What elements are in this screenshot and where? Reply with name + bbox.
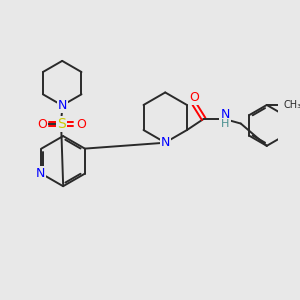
Text: N: N	[220, 108, 230, 121]
Text: N: N	[160, 136, 170, 149]
Text: O: O	[37, 118, 47, 130]
Text: CH₃: CH₃	[284, 100, 300, 110]
Text: N: N	[36, 167, 45, 180]
Text: S: S	[57, 117, 66, 131]
Text: O: O	[76, 118, 86, 130]
Text: N: N	[58, 99, 67, 112]
Text: H: H	[221, 118, 229, 128]
Text: O: O	[189, 91, 199, 104]
